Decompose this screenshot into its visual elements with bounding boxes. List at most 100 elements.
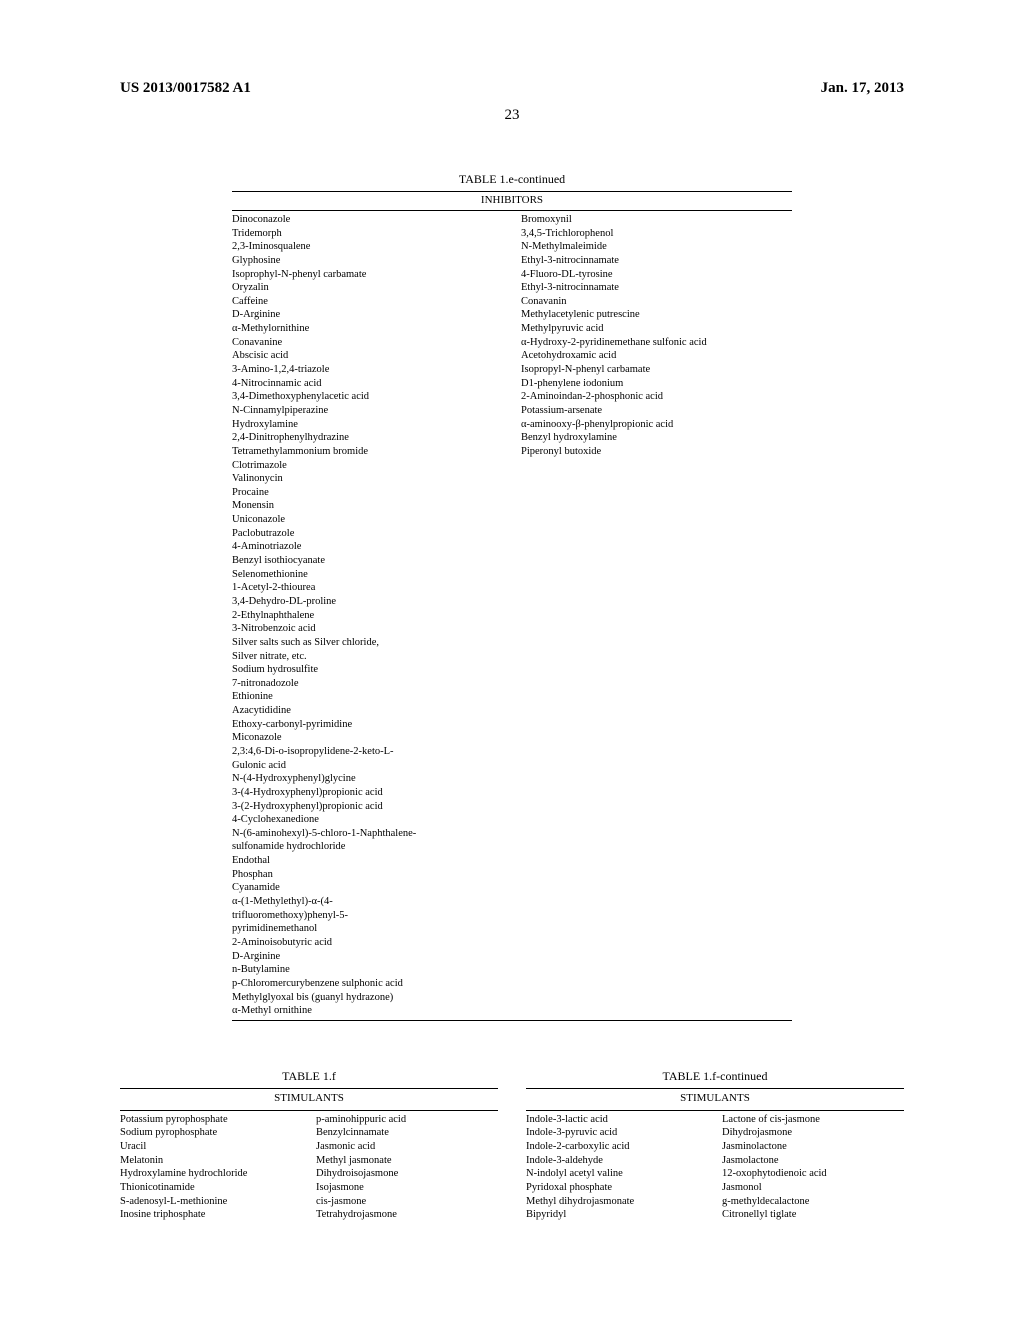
header-bar: US 2013/0017582 A1 Jan. 17, 2013: [120, 80, 904, 97]
table-row: Procaine: [232, 486, 503, 500]
table-row: Acetohydroxamic acid: [521, 349, 792, 363]
table-row: Paclobutrazole: [232, 527, 503, 541]
table-1f-title: TABLE 1.f: [120, 1069, 498, 1085]
table-row: Indole-3-lactic acid: [526, 1113, 708, 1127]
table-row: 4-Aminotriazole: [232, 540, 503, 554]
table-row: α-(1-Methylethyl)-α-(4-: [232, 895, 503, 909]
table-row: Methyl jasmonate: [316, 1154, 498, 1168]
table-row: N-Cinnamylpiperazine: [232, 404, 503, 418]
table-row: 4-Cyclohexanedione: [232, 813, 503, 827]
table-row: Miconazole: [232, 731, 503, 745]
table-row: Inosine triphosphate: [120, 1208, 302, 1222]
table-row: Citronellyl tiglate: [722, 1208, 904, 1222]
table-row: Benzylcinnamate: [316, 1126, 498, 1140]
table-row: D-Arginine: [232, 950, 503, 964]
table-row: Conavanine: [232, 336, 503, 350]
table-row: Cyanamide: [232, 881, 503, 895]
table-row: Caffeine: [232, 295, 503, 309]
table-row: Uracil: [120, 1140, 302, 1154]
table-row: Indole-3-pyruvic acid: [526, 1126, 708, 1140]
table-row: Sodium pyrophosphate: [120, 1126, 302, 1140]
table-row: Ethoxy-carbonyl-pyrimidine: [232, 718, 503, 732]
table-row: Piperonyl butoxide: [521, 445, 792, 459]
table-row: 3,4-Dimethoxyphenylacetic acid: [232, 390, 503, 404]
table-row: 3,4-Dehydro-DL-proline: [232, 595, 503, 609]
table-row: 12-oxophytodienoic acid: [722, 1167, 904, 1181]
table-row: 3-Amino-1,2,4-triazole: [232, 363, 503, 377]
table-row: g-methyldecalactone: [722, 1195, 904, 1209]
table-1f-col1: Potassium pyrophosphateSodium pyrophosph…: [120, 1113, 302, 1222]
table-row: Silver salts such as Silver chloride,: [232, 636, 503, 650]
rule: [526, 1088, 904, 1089]
table-row: Monensin: [232, 499, 503, 513]
table-row: Potassium-arsenate: [521, 404, 792, 418]
table-row: Jasmonic acid: [316, 1140, 498, 1154]
table-row: cis-jasmone: [316, 1195, 498, 1209]
table-row: Azacytididine: [232, 704, 503, 718]
table-1e-left-col: DinoconazoleTridemorph2,3-IminosqualeneG…: [232, 213, 503, 1018]
table-1f-subtitle: STIMULANTS: [120, 1091, 498, 1105]
table-row: 2-Aminoindan-2-phosphonic acid: [521, 390, 792, 404]
table-row: Tetrahydrojasmone: [316, 1208, 498, 1222]
table-row: Isopropyl-N-phenyl carbamate: [521, 363, 792, 377]
table-row: Methylglyoxal bis (guanyl hydrazone): [232, 991, 503, 1005]
table-row: Methylpyruvic acid: [521, 322, 792, 336]
lower-tables: TABLE 1.f STIMULANTS Potassium pyrophosp…: [120, 1069, 904, 1222]
doc-id: US 2013/0017582 A1: [120, 80, 251, 97]
table-row: Selenomethionine: [232, 568, 503, 582]
table-row: Jasminolactone: [722, 1140, 904, 1154]
table-row: Sodium hydrosulfite: [232, 663, 503, 677]
rule: [232, 191, 792, 192]
table-row: Conavanin: [521, 295, 792, 309]
table-row: 2-Ethylnaphthalene: [232, 609, 503, 623]
table-row: Thionicotinamide: [120, 1181, 302, 1195]
table-row: Ethyl-3-nitrocinnamate: [521, 254, 792, 268]
rule: [120, 1110, 498, 1111]
table-row: α-Methyl ornithine: [232, 1004, 503, 1018]
table-row: 3,4,5-Trichlorophenol: [521, 227, 792, 241]
table-row: N-(6-aminohexyl)-5-chloro-1-Naphthalene-: [232, 827, 503, 841]
table-1f-cont-col1: Indole-3-lactic acidIndole-3-pyruvic aci…: [526, 1113, 708, 1222]
table-row: trifluoromethoxy)phenyl-5-: [232, 909, 503, 923]
table-1f-cont-title: TABLE 1.f-continued: [526, 1069, 904, 1085]
table-row: pyrimidinemethanol: [232, 922, 503, 936]
table-1f-col2: p-aminohippuric acidBenzylcinnamateJasmo…: [316, 1113, 498, 1222]
table-row: 2,4-Dinitrophenylhydrazine: [232, 431, 503, 445]
table-row: n-Butylamine: [232, 963, 503, 977]
table-row: N-Methylmaleimide: [521, 240, 792, 254]
table-row: Endothal: [232, 854, 503, 868]
table-1f-cont-subtitle: STIMULANTS: [526, 1091, 904, 1105]
table-row: D-Arginine: [232, 308, 503, 322]
table-row: Tridemorph: [232, 227, 503, 241]
table-row: Dihydroisojasmone: [316, 1167, 498, 1181]
table-row: p-Chloromercurybenzene sulphonic acid: [232, 977, 503, 991]
table-row: Jasmonol: [722, 1181, 904, 1195]
table-row: Dihydrojasmone: [722, 1126, 904, 1140]
table-1f-cont-body: Indole-3-lactic acidIndole-3-pyruvic aci…: [526, 1113, 904, 1222]
page-number: 23: [120, 107, 904, 124]
table-row: 3-Nitrobenzoic acid: [232, 622, 503, 636]
table-row: Hydroxylamine hydrochloride: [120, 1167, 302, 1181]
table-1f: TABLE 1.f STIMULANTS Potassium pyrophosp…: [120, 1069, 498, 1222]
table-row: S-adenosyl-L-methionine: [120, 1195, 302, 1209]
table-1e-subtitle: INHIBITORS: [232, 194, 792, 206]
rule: [120, 1088, 498, 1089]
table-row: 2,3-Iminosqualene: [232, 240, 503, 254]
table-1e-title: TABLE 1.e-continued: [232, 172, 792, 187]
table-row: Jasmolactone: [722, 1154, 904, 1168]
table-row: α-aminooxy-β-phenylpropionic acid: [521, 418, 792, 432]
table-row: Bipyridyl: [526, 1208, 708, 1222]
table-row: Potassium pyrophosphate: [120, 1113, 302, 1127]
table-row: α-Hydroxy-2-pyridinemethane sulfonic aci…: [521, 336, 792, 350]
table-row: Ethyl-3-nitrocinnamate: [521, 281, 792, 295]
rule: [232, 210, 792, 211]
table-row: Methyl dihydrojasmonate: [526, 1195, 708, 1209]
table-row: N-indolyl acetyl valine: [526, 1167, 708, 1181]
table-row: Pyridoxal phosphate: [526, 1181, 708, 1195]
table-row: Ethionine: [232, 690, 503, 704]
table-row: sulfonamide hydrochloride: [232, 840, 503, 854]
table-row: Melatonin: [120, 1154, 302, 1168]
rule: [232, 1020, 792, 1021]
table-row: Dinoconazole: [232, 213, 503, 227]
table-row: 4-Fluoro-DL-tyrosine: [521, 268, 792, 282]
